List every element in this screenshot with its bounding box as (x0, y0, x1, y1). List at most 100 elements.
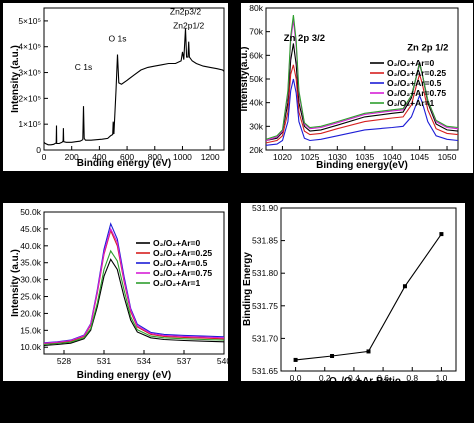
plot-frame (43, 7, 225, 151)
legend-entry: O₂/O₂+Ar=0.75 (153, 268, 212, 278)
y-tick-label: 4×10⁵ (18, 42, 41, 52)
panel-1-background (3, 3, 228, 171)
y-tick-label: 50.0k (20, 207, 42, 217)
x-tick-label: 1025 (300, 152, 319, 162)
series-line-4 (44, 227, 224, 344)
x-tick-label: 1000 (173, 152, 192, 162)
y-axis-label: Binding Energy (242, 252, 253, 326)
x-tick-label: 1040 (383, 152, 402, 162)
peak-annotation: Zn 2p 1/2 (407, 43, 448, 54)
y-tick-label: 20k (249, 145, 263, 155)
y-tick-label: 35.0k (20, 258, 42, 268)
panel-4-background (241, 203, 465, 381)
legend-entry: O₂/O₂+Ar=0.25 (387, 68, 446, 78)
panel-3-background (3, 203, 228, 381)
y-axis-label: Intensity(a.u.) (239, 46, 250, 111)
x-tick-label: 0.6 (377, 373, 389, 383)
y-tick-label: 50k (249, 74, 263, 84)
x-axis-label: Binding energy (eV) (77, 370, 171, 381)
x-tick-label: 0.8 (406, 373, 418, 383)
series-line-2 (266, 64, 458, 144)
panel-2-background (241, 3, 473, 173)
peak-annotation: Zn 2p 3/2 (284, 33, 325, 44)
y-tick-label: 10.0k (20, 342, 42, 352)
x-tick-label: 1035 (355, 152, 374, 162)
y-tick-label: 531.90 (252, 203, 278, 213)
y-tick-label: 2×10⁵ (18, 93, 41, 103)
y-tick-label: 20.0k (20, 308, 42, 318)
y-tick-label: 60k (249, 50, 263, 60)
series-line-3 (266, 78, 458, 146)
data-point (402, 284, 407, 289)
data-point (366, 349, 371, 354)
x-tick-label: 534 (137, 356, 151, 366)
legend-entry: O₂/O₂+Ar=1 (387, 98, 435, 108)
x-tick-label: 0.0 (290, 373, 302, 383)
plot-frame (280, 207, 457, 372)
x-axis-label: O₂/O₂+Ar Ratio (329, 376, 401, 387)
x-tick-label: 0.4 (348, 373, 360, 383)
y-tick-label: 40k (249, 98, 263, 108)
y-tick-label: 40.0k (20, 241, 42, 251)
y-tick-label: 531.65 (252, 366, 278, 376)
peak-annotation: Zn2p3/2 (170, 6, 201, 16)
peak-annotation: Zn2p1/2 (173, 21, 204, 31)
x-tick-label: 528 (57, 356, 71, 366)
y-tick-label: 0 (36, 145, 41, 155)
peak-annotation: C 1s (75, 62, 92, 72)
y-tick-label: 30.0k (20, 275, 42, 285)
legend-entry: O₂/O₂+Ar=0.25 (153, 248, 212, 258)
x-tick-label: 600 (120, 152, 134, 162)
data-point (439, 232, 444, 237)
y-tick-label: 30k (249, 121, 263, 131)
peak-annotation: O 1s (109, 34, 127, 44)
y-tick-label: 80k (249, 3, 263, 13)
y-axis-label: Intensity (a.u.) (10, 45, 21, 113)
panel-4: 0.0 0.2 0.4 0.6 0.8 1.0 531.65 531.70 531.75 531.… (241, 203, 465, 387)
x-tick-label: 537 (177, 356, 191, 366)
plot-frame (43, 211, 225, 355)
data-point (293, 357, 298, 362)
x-tick-label: 400 (92, 152, 106, 162)
x-axis-label: Binding energy(eV) (316, 160, 408, 171)
y-tick-label: 15.0k (20, 325, 42, 335)
legend-entry: O₂/O₂+Ar=0.5 (387, 78, 442, 88)
legend-entry: O₂/O₂+Ar=0.75 (387, 88, 446, 98)
x-tick-label: 0.2 (319, 373, 331, 383)
legend-entry: O₂/O₂+Ar=1 (153, 278, 201, 288)
x-tick-label: 1030 (328, 152, 347, 162)
legend-entry: O₂/O₂+Ar=0.5 (153, 258, 208, 268)
legend-entry: O₂/O₂+Ar=0 (387, 58, 435, 68)
y-tick-label: 3×10⁵ (18, 68, 41, 78)
legend-entry: O₂/O₂+Ar=0 (153, 238, 201, 248)
x-tick-label: 800 (148, 152, 162, 162)
y-tick-label: 531.70 (252, 333, 278, 343)
x-tick-label: 531 (97, 356, 111, 366)
y-tick-label: 531.80 (252, 268, 278, 278)
panel-2: 1020 1025 1030 1035 1040 1045 1050 20k 30k 40k 50k… (239, 3, 473, 173)
x-tick-label: 1020 (273, 152, 292, 162)
x-tick-label: 1045 (410, 152, 429, 162)
series-line-2 (44, 228, 224, 345)
panel-1: 0 200 400 600 800 1000 1200 0 1×10⁵ 2×10⁵ 3×10⁵ 4×1… (3, 3, 228, 171)
series-line-1 (44, 28, 224, 146)
x-tick-label: 1.0 (436, 373, 448, 383)
x-tick-label: 200 (65, 152, 79, 162)
x-axis-label: Binding energy (eV) (77, 158, 171, 169)
x-tick-label: 1200 (201, 152, 220, 162)
y-tick-label: 1×10⁵ (18, 119, 41, 129)
x-tick-label: 540 (217, 356, 231, 366)
series-line-5 (266, 15, 458, 140)
y-tick-label: 531.75 (252, 301, 278, 311)
y-tick-label: 45.0k (20, 224, 42, 234)
series-line-5 (44, 249, 224, 346)
data-point (330, 354, 335, 359)
y-tick-label: 531.85 (252, 236, 278, 246)
x-tick-label: 1050 (438, 152, 457, 162)
y-axis-label: Intensity (a.u.) (10, 249, 21, 317)
series-line-1 (44, 258, 224, 347)
x-tick-label: 0 (42, 152, 47, 162)
y-tick-label: 25.0k (20, 292, 42, 302)
y-tick-label: 70k (249, 27, 263, 37)
